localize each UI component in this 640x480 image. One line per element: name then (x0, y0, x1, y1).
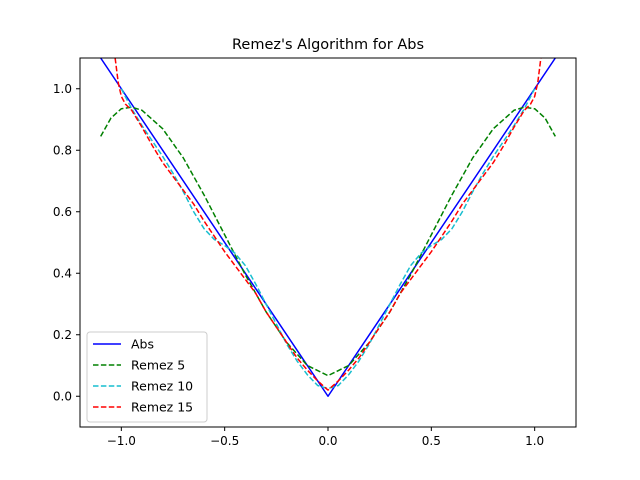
x-tick-label: 0.5 (422, 434, 441, 448)
series-line-abs (100, 58, 556, 397)
series-line-remez-5 (100, 106, 556, 377)
legend-label: Abs (131, 337, 154, 352)
series-line-remez-10 (120, 88, 536, 390)
y-tick-label: 0.0 (53, 389, 72, 403)
legend-label: Remez 15 (131, 400, 193, 415)
series-layer (100, 58, 556, 397)
y-axis: 0.0 0.2 0.4 0.6 0.8 1.0 (53, 82, 80, 403)
x-tick-label: 0.0 (318, 434, 337, 448)
y-tick-label: 0.6 (53, 205, 72, 219)
legend-box (86, 331, 208, 423)
x-tick-label: −0.5 (210, 434, 239, 448)
x-tick-label: 1.0 (525, 434, 544, 448)
legend-label: Remez 5 (131, 358, 185, 373)
chart-title: Remez's Algorithm for Abs (232, 37, 424, 53)
legend: Abs Remez 5 Remez 10 Remez 15 (86, 331, 208, 423)
y-tick-label: 1.0 (53, 82, 72, 96)
x-tick-label: −1.0 (107, 434, 136, 448)
series-line-remez-15 (114, 58, 542, 391)
x-axis: −1.0 −0.5 0.0 0.5 1.0 (107, 427, 544, 448)
y-tick-label: 0.4 (53, 266, 72, 280)
y-tick-label: 0.2 (53, 328, 72, 342)
legend-label: Remez 10 (131, 379, 193, 394)
y-tick-label: 0.8 (53, 143, 72, 157)
